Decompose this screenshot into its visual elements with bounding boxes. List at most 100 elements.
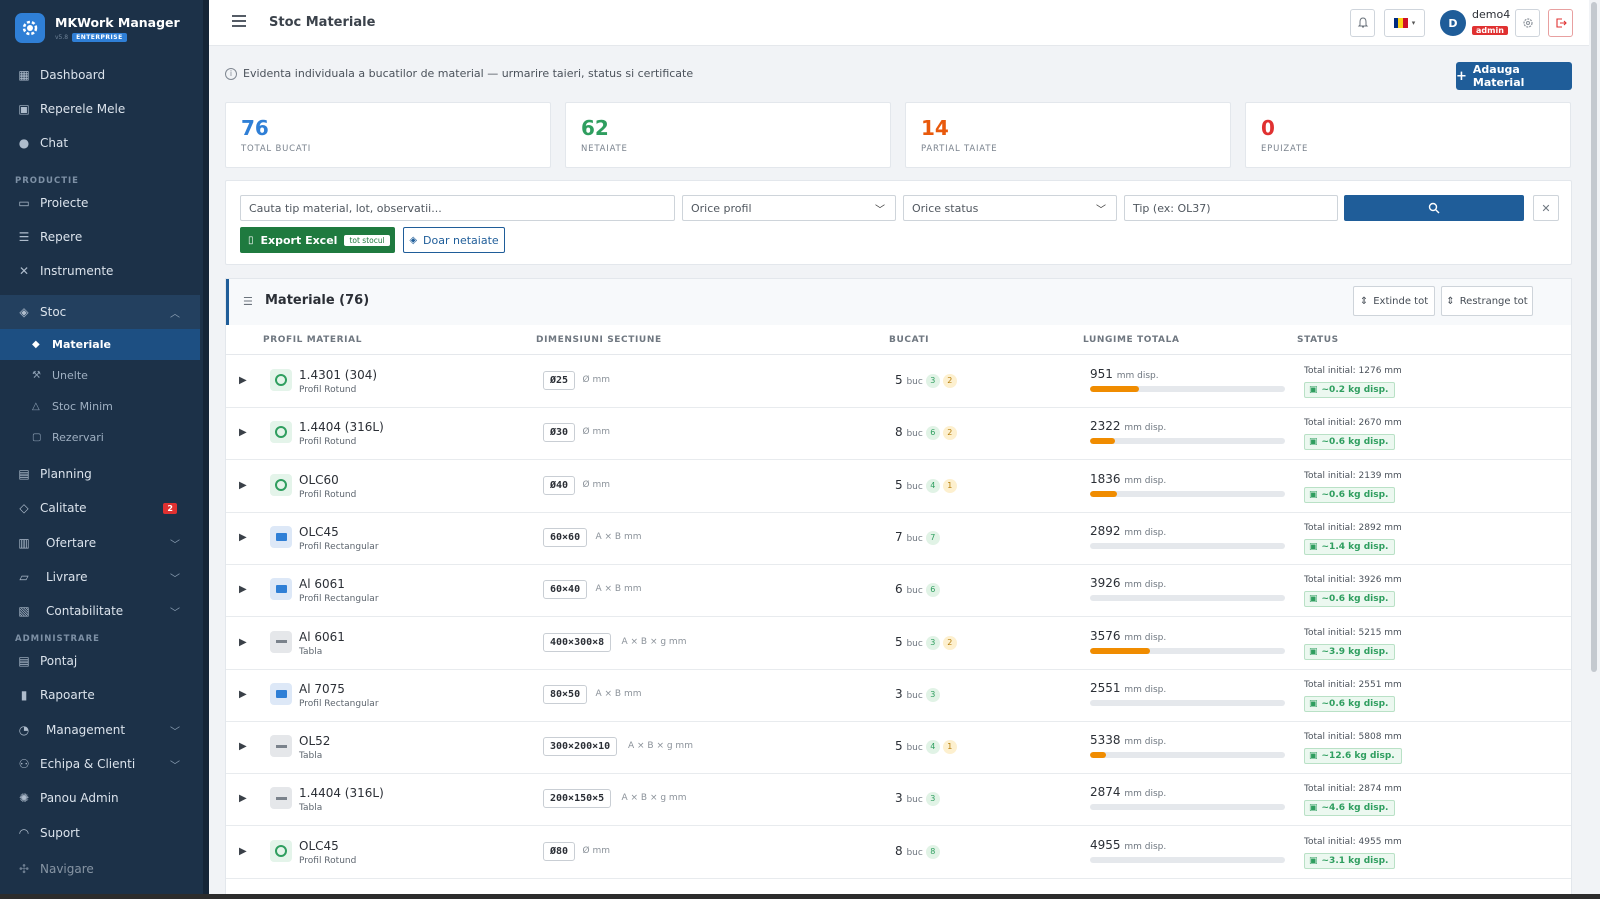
expand-row-icon[interactable]: ▶ [239,636,247,648]
expand-row-icon[interactable]: ▶ [239,584,247,596]
table-row[interactable]: ▶ OLC45 Profil Rotund Ø80 Ø mm 8 buc 8 4955 mm … [226,826,1571,879]
stat-value: 76 [241,116,269,140]
expand-all-button[interactable]: ⇕ Extinde tot [1353,286,1435,316]
sidebar-scrollbar[interactable] [203,0,209,899]
sidebar-item-management[interactable]: ◔ Management ﹀ [18,723,180,738]
clear-filters-button[interactable]: ✕ [1533,195,1559,221]
material-name[interactable]: 1.4404 (316L) [299,420,384,435]
sidebar-item-repere[interactable]: ☰ Repere [18,230,83,244]
caret-down-icon: ▾ [1411,19,1416,27]
sidebar-item-suport[interactable]: ◠ Suport [18,826,80,840]
table-row[interactable]: ▶ 1.4301 (304) Profil Rotund Ø25 Ø mm 5 buc 3 2… [226,355,1571,408]
expand-row-icon[interactable]: ▶ [239,793,247,805]
material-name[interactable]: 1.4404 (316L) [299,786,384,801]
scrollbar-thumb[interactable] [1591,2,1597,672]
brand-edition: ENTERPRISE [72,32,127,42]
sidebar-item-contabilitate[interactable]: ▧ Contabilitate ﹀ [18,604,180,619]
expand-row-icon[interactable]: ▶ [239,531,247,543]
table-row[interactable]: ▶ 1.4404 (316L) Tabla 200×150×5 A × B × g mm… [226,773,1571,827]
col-header-bucati[interactable]: BUCATI [889,335,930,345]
table-row[interactable]: ▶ OLC45 Profil Rectangular 60×60 A × B mm 7 b… [226,512,1571,565]
material-name[interactable]: Al 6061 [299,629,345,644]
notifications-button[interactable] [1350,9,1375,37]
export-excel-button[interactable]: ▯ Export Excel tot stocul [240,227,395,253]
material-name[interactable]: 1.4301 (304) [299,368,378,382]
main-scrollbar[interactable] [1589,0,1600,899]
material-name[interactable]: Al 7075 [299,681,345,696]
expand-row-icon[interactable]: ▶ [239,688,247,700]
sidebar-item-livrare[interactable]: ▱ Livrare ﹀ [0,560,200,594]
profile-type: Profil Rectangular [299,594,379,605]
sidebar-item-chat[interactable]: ● Chat [18,136,69,150]
sidebar-item-proiecte[interactable]: ▭ Proiecte [18,196,89,210]
table-row[interactable]: ▶ 1.4404 (316L) Profil Rotund Ø30 Ø mm 8 buc 6… [226,407,1571,461]
sidebar-item-rapoarte[interactable]: ▮ Rapoarte [0,678,200,712]
dimension-badge: Ø80 [543,841,576,861]
expand-row-icon[interactable]: ▶ [239,845,247,857]
material-name[interactable]: OLC60 [299,472,339,487]
table-row[interactable]: ▶ Al 7075 Profil Rectangular 80×50 A × B mm 3… [226,669,1571,722]
col-header-dimensiuni[interactable]: DIMENSIUNI SECTIUNE [536,335,662,345]
hamburger-menu-icon[interactable] [232,15,246,27]
avatar[interactable]: D [1440,10,1466,36]
expand-row-icon[interactable]: ▶ [239,741,247,753]
dimension-unit: A × B mm [595,531,642,542]
col-header-lungime[interactable]: LUNGIME TOTALA [1083,335,1180,345]
rect-profile-icon [270,578,292,601]
sidebar-item-stoc[interactable]: ◈ Stoc ︿ [0,295,200,329]
doar-netaiate-button[interactable]: ◈ Doar netaiate [403,227,505,253]
type-input[interactable]: Tip (ex: OL37) [1124,195,1338,221]
col-header-status[interactable]: STATUS [1297,335,1339,345]
sidebar-item-echipa-clienti[interactable]: ⚇ Echipa & Clienti ﹀ [18,757,180,772]
sidebar-sub-stoc-minim[interactable]: △ Stoc Minim [32,400,113,413]
status-select[interactable]: Orice status ﹀ [903,195,1117,221]
stat-value: 0 [1261,116,1275,140]
expand-row-icon[interactable]: ▶ [239,427,247,439]
sidebar-item-calitate[interactable]: ◇ Calitate 2 [0,491,200,525]
profile-select[interactable]: Orice profil ﹀ [682,195,896,221]
sidebar-item-reperele-mele[interactable]: ▣ Reperele Mele [18,102,126,116]
sidebar-sub-rezervari[interactable]: ▢ Rezervari [32,431,104,444]
chevron-down-icon: ﹀ [170,607,180,619]
sidebar-item-instrumente[interactable]: ✕ Instrumente [18,264,114,278]
material-name[interactable]: OLC45 [299,838,339,853]
sidebar-sub-unelte[interactable]: ⚒ Unelte [32,369,88,382]
chevron-up-icon: ︿ [170,308,180,320]
add-material-button[interactable]: + Adauga Material [1456,62,1572,90]
table-row[interactable]: ▶ Al 6061 Tabla 400×300×8 A × B × g mm 5 buc 3… [226,617,1571,670]
sidebar-item-pontaj[interactable]: ▤ Pontaj [18,654,78,668]
sidebar-sub-materiale[interactable]: ◆ Materiale [0,329,200,360]
profile-type: Profil Rectangular [299,541,379,552]
table-row[interactable]: ▶ OL52 Tabla 300×200×10 A × B × g mm 5 buc 4 1 5… [226,721,1571,775]
pill-netaiate: 4 [925,478,940,493]
search-input[interactable]: Cauta tip material, lot, observatii... [240,195,675,221]
pieces-count: 5 buc 3 2 [895,373,957,388]
search-button[interactable] [1344,195,1524,221]
material-name[interactable]: OL52 [299,734,331,749]
language-select[interactable]: ▾ [1384,9,1425,37]
table-row[interactable]: ▶ Al 6061 Profil Rectangular 60×40 A × B mm 6… [226,564,1571,618]
pill-netaiate: 3 [925,374,940,388]
bar-chart-icon: ▮ [20,688,28,702]
material-name[interactable]: Al 6061 [299,577,345,592]
table-row[interactable]: ▶ OLC60 Profil Rotund Ø40 Ø mm 5 buc 4 1 1836 mm… [226,460,1571,513]
sidebar-item-panou-admin[interactable]: ✺ Panou Admin [18,791,119,805]
sidebar-item-ofertare[interactable]: ▥ Ofertare ﹀ [18,536,180,551]
profile-type: Profil Rotund [299,385,357,395]
col-header-profil[interactable]: PROFIL MATERIAL [263,335,363,345]
expand-row-icon[interactable]: ▶ [239,375,247,386]
sidebar-item-dashboard[interactable]: ▦ Dashboard [18,68,106,82]
sidebar-item-planning[interactable]: ▤ Planning [18,467,92,481]
dimension-unit: Ø mm [582,427,610,438]
brand-version: v5.8 [55,33,69,41]
brand[interactable]: MKWork Manager v5.8 ENTERPRISE [0,0,209,56]
expand-row-icon[interactable]: ▶ [239,479,247,491]
settings-button[interactable] [1515,9,1540,37]
collapse-all-button[interactable]: ⇕ Restrange tot [1441,286,1533,316]
weight-badge: ▣ ~3.9 kg disp. [1304,643,1396,660]
sidebar-item-navigare[interactable]: ✣ Navigare [18,862,94,876]
pill-netaiate: 3 [925,687,940,702]
logout-button[interactable] [1548,9,1573,37]
material-name[interactable]: OLC45 [299,524,339,539]
layers-icon: ◈ [409,234,418,246]
